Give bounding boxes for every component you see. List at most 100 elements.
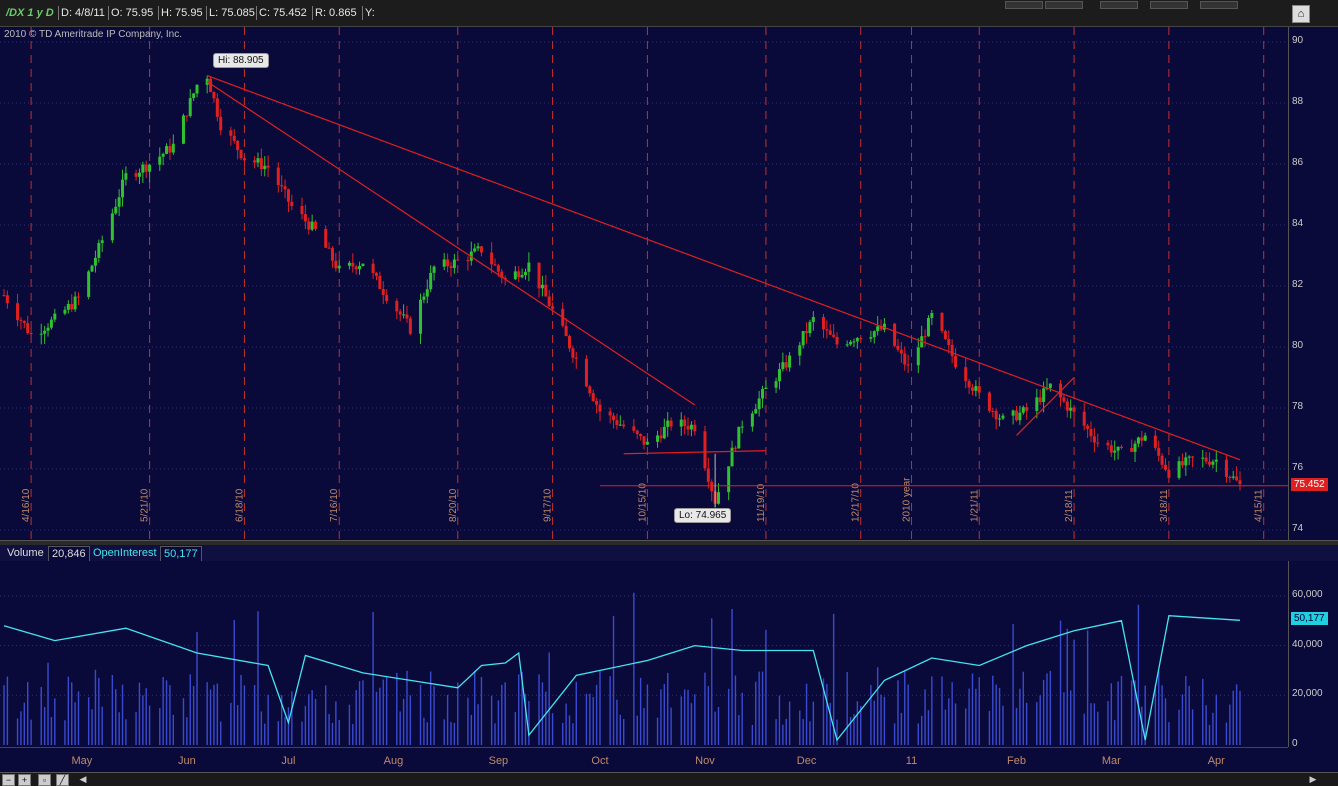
candle-body (876, 326, 880, 332)
candle-body (1228, 476, 1232, 478)
candle-body (165, 146, 169, 154)
candle (500, 269, 504, 284)
candle (429, 265, 433, 293)
candle-body (666, 420, 670, 427)
candle-body (1167, 469, 1171, 478)
candle (662, 418, 666, 440)
candle-body (117, 197, 121, 207)
candle-body (185, 115, 189, 117)
candle-body (608, 411, 612, 416)
candle (642, 436, 646, 450)
candle-body (967, 381, 971, 388)
candle (859, 337, 863, 341)
candle-body (1211, 461, 1215, 465)
candle-body (1001, 415, 1005, 419)
candle-body (371, 263, 375, 274)
candle-body (1116, 446, 1120, 451)
candle (1153, 430, 1157, 451)
candle (70, 294, 74, 312)
candle (811, 311, 815, 331)
candle (970, 384, 974, 396)
drawing-tool-icon[interactable]: ╱ (56, 774, 69, 786)
candle-body (622, 424, 626, 427)
candle (425, 279, 429, 304)
toolbar-button-4[interactable] (1150, 1, 1188, 9)
candle-body (1015, 410, 1019, 421)
candle (882, 318, 886, 333)
candle (1072, 406, 1076, 421)
candle (1235, 466, 1239, 482)
scroll-right-icon[interactable]: ▶ (1309, 774, 1317, 784)
candle-body (1214, 459, 1218, 462)
candle (926, 315, 930, 337)
candle-body (977, 386, 981, 393)
toolbar-button-5[interactable] (1200, 1, 1238, 9)
candle (1238, 471, 1242, 491)
crosshair-icon[interactable]: ▫ (38, 774, 51, 786)
candle (564, 318, 568, 337)
bottom-toolbar: − + ▫ ╱ ◀ ▶ (0, 772, 1338, 786)
candle (639, 433, 643, 441)
candle (1062, 394, 1066, 404)
symbol-label[interactable]: /DX 1 y D (6, 7, 54, 19)
candle (97, 239, 101, 263)
candle (1116, 446, 1120, 460)
candle-body (1180, 461, 1184, 466)
candle-body (991, 410, 995, 412)
candle-body (46, 327, 50, 331)
candle-body (703, 431, 707, 469)
candle-body (381, 288, 385, 295)
candle-body (849, 341, 853, 345)
candle-body (1113, 450, 1117, 453)
candle-body (141, 164, 145, 173)
candle-body (527, 262, 531, 272)
candle-body (730, 447, 734, 467)
candle (855, 336, 859, 349)
zoom-out-icon[interactable]: − (2, 774, 15, 786)
candle-body (1136, 437, 1140, 444)
price-chart[interactable]: 4/16/10 5/21/10 6/18/10 7/16/10 8/20/10 9/17/… (0, 27, 1288, 540)
toolbar-button-2[interactable] (1045, 1, 1083, 9)
candle-body (1086, 425, 1090, 429)
candle-body (798, 345, 802, 356)
candle-body (1238, 480, 1242, 485)
candle-body (374, 273, 378, 276)
toolbar-button-3[interactable] (1100, 1, 1138, 9)
candle-body (1157, 447, 1161, 456)
candle (781, 352, 785, 372)
candle (852, 338, 856, 348)
candle-body (1082, 411, 1086, 426)
candle (679, 412, 683, 436)
candle-body (181, 115, 185, 144)
candle-body (456, 259, 460, 261)
candle-body (683, 419, 687, 427)
candle-body (784, 362, 788, 368)
candle-body (598, 404, 602, 412)
candle-body (19, 320, 23, 322)
candle (168, 138, 172, 160)
chart-settings-icon[interactable]: ⌂ (1292, 5, 1310, 23)
candle-body (324, 228, 328, 248)
range-readout: R: 0.865 (312, 6, 359, 20)
candle-body (774, 381, 778, 388)
candle (46, 323, 50, 337)
candle-body (1096, 442, 1100, 444)
candle (402, 304, 406, 319)
toolbar-button-1[interactable] (1005, 1, 1043, 9)
date-marker-label: 11/19/10 (756, 483, 767, 522)
candle (991, 407, 995, 418)
candle (263, 156, 267, 177)
zoom-in-icon[interactable]: + (18, 774, 31, 786)
candle-body (896, 345, 900, 350)
candle-body (229, 130, 233, 136)
scroll-left-icon[interactable]: ◀ (79, 774, 87, 784)
candle-body (1187, 456, 1191, 458)
candle (1025, 402, 1029, 420)
candle (398, 308, 402, 322)
candle-body (1025, 407, 1029, 411)
date-marker-label: 1/21/11 (969, 489, 980, 522)
candle (347, 260, 351, 270)
candle-body (402, 314, 406, 316)
volume-chart[interactable] (0, 561, 1288, 747)
candle (1130, 439, 1134, 453)
